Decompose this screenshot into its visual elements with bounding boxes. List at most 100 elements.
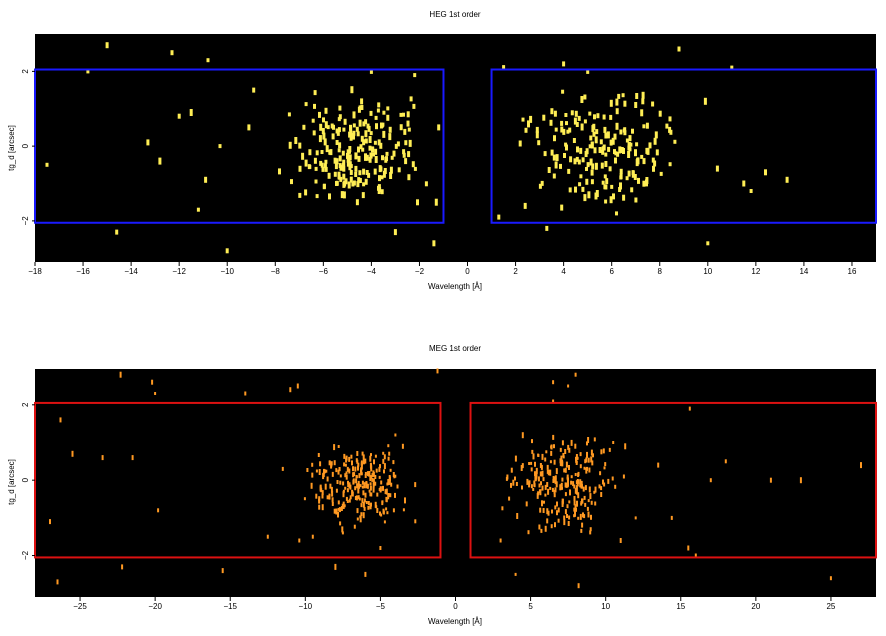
event-point <box>521 485 523 490</box>
x-tick-label: −8 <box>271 267 281 276</box>
event-point <box>634 516 637 520</box>
event-point <box>538 524 541 530</box>
event-point <box>319 484 322 489</box>
event-point <box>587 511 590 518</box>
event-point <box>608 447 611 452</box>
event-point <box>407 174 411 181</box>
event-point <box>567 168 571 174</box>
event-point <box>658 110 662 117</box>
event-point <box>321 504 324 511</box>
event-point <box>374 156 378 163</box>
event-point <box>376 108 380 113</box>
event-point <box>627 170 631 177</box>
event-point <box>574 487 577 494</box>
event-point <box>764 169 767 176</box>
event-point <box>379 546 382 550</box>
event-point <box>432 240 436 247</box>
event-point <box>501 506 504 511</box>
event-point <box>566 504 569 509</box>
event-point <box>579 464 582 469</box>
event-point <box>378 475 381 479</box>
event-point <box>382 451 385 455</box>
event-point <box>613 133 617 140</box>
event-point <box>627 145 631 151</box>
y-tick-label: −2 <box>21 216 30 226</box>
event-point <box>601 180 605 185</box>
event-point <box>527 530 530 535</box>
event-point <box>703 97 707 105</box>
event-point <box>573 158 577 165</box>
event-point <box>345 471 348 475</box>
event-point <box>371 146 374 153</box>
event-point <box>397 167 401 173</box>
event-point <box>569 156 573 163</box>
event-point <box>388 126 392 133</box>
event-point <box>388 451 391 456</box>
event-point <box>331 133 335 140</box>
x-tick-label: −5 <box>376 602 386 611</box>
event-point <box>542 114 546 121</box>
event-point <box>543 500 545 504</box>
event-point <box>557 507 560 513</box>
event-point <box>556 501 558 507</box>
event-point <box>530 467 533 472</box>
x-tick-label: 20 <box>751 602 760 611</box>
event-point <box>550 108 554 115</box>
event-point <box>323 468 325 474</box>
event-point <box>615 211 618 216</box>
event-point <box>331 490 334 497</box>
event-point <box>390 482 393 487</box>
event-point <box>368 136 372 143</box>
event-point <box>634 102 638 108</box>
event-point <box>621 93 625 98</box>
event-point <box>357 487 360 494</box>
event-point <box>328 149 332 155</box>
event-point <box>642 124 646 129</box>
event-point <box>540 481 542 486</box>
event-point <box>563 468 566 473</box>
event-point <box>580 502 583 506</box>
event-point <box>338 155 342 162</box>
event-point <box>339 521 342 526</box>
event-point <box>337 174 341 180</box>
event-point <box>499 538 502 543</box>
event-point <box>361 192 365 199</box>
event-point <box>559 484 562 491</box>
event-point <box>615 122 619 130</box>
event-point <box>382 485 384 491</box>
event-point <box>568 187 572 193</box>
event-point <box>799 477 802 484</box>
event-point <box>561 498 564 504</box>
event-point <box>328 193 331 200</box>
event-point <box>308 164 312 169</box>
event-point <box>339 474 342 478</box>
event-point <box>323 163 327 169</box>
event-point <box>335 140 339 145</box>
event-point <box>396 484 399 489</box>
event-point <box>392 508 395 513</box>
event-point <box>614 157 617 164</box>
event-point <box>541 485 544 491</box>
event-point <box>531 439 533 444</box>
event-point <box>278 168 281 175</box>
event-point <box>668 162 672 167</box>
event-point <box>567 384 570 388</box>
event-point <box>625 176 629 181</box>
event-point <box>628 135 632 142</box>
event-point <box>568 515 571 520</box>
event-point <box>385 498 388 503</box>
event-point <box>349 495 352 500</box>
event-point <box>411 161 415 168</box>
event-point <box>604 152 608 157</box>
event-point <box>71 450 74 457</box>
event-point <box>146 139 150 146</box>
event-point <box>560 204 564 211</box>
event-point <box>534 471 536 477</box>
event-point <box>497 214 501 220</box>
event-point <box>394 433 397 437</box>
event-point <box>568 127 572 133</box>
event-point <box>361 498 364 504</box>
event-point <box>402 508 405 512</box>
event-point <box>389 468 392 472</box>
event-point <box>600 449 603 455</box>
